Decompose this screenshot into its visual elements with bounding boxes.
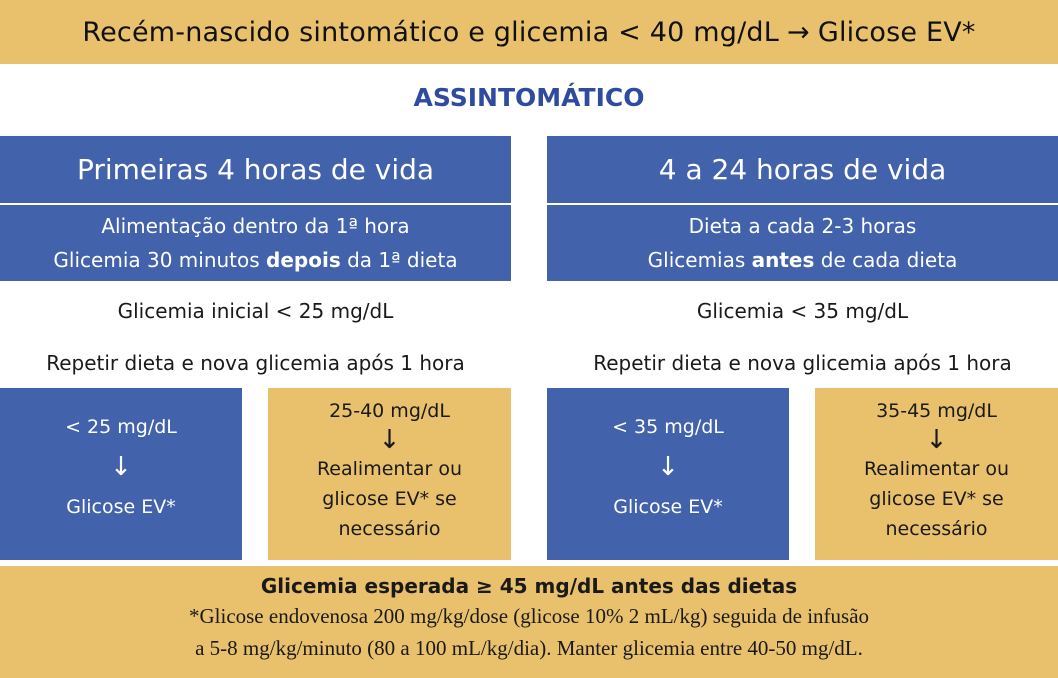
footnote-line2: a 5-8 mg/kg/minuto (80 a 100 mL/kg/dia).… xyxy=(195,636,863,660)
down-arrow-icon: ↓ xyxy=(657,452,679,482)
left-instruction-line1: Alimentação dentro da 1ª hora xyxy=(101,214,410,238)
symptomatic-banner: Recém-nascido sintomático e glicemia < 4… xyxy=(0,0,1058,64)
left-repeat: Repetir dieta e nova glicemia após 1 hor… xyxy=(46,351,465,375)
section-title: ASSINTOMÁTICO xyxy=(413,83,645,112)
right-column-header: 4 a 24 horas de vida xyxy=(547,136,1058,203)
right-low-threshold: < 35 mg/dL xyxy=(612,416,724,438)
left-column-header: Primeiras 4 horas de vida xyxy=(0,136,511,203)
left-mid-action-line2: glicose EV* se xyxy=(322,488,457,510)
expected-glycemia: Glicemia esperada ≥ 45 mg/dL antes das d… xyxy=(260,574,798,598)
right-low-action: Glicose EV* xyxy=(613,496,723,518)
right-repeat: Repetir dieta e nova glicemia após 1 hor… xyxy=(593,351,1012,375)
left-condition: Glicemia inicial < 25 mg/dL xyxy=(117,299,394,323)
right-instruction-line1: Dieta a cada 2-3 horas xyxy=(688,214,917,238)
footer-banner: Glicemia esperada ≥ 45 mg/dL antes das d… xyxy=(0,566,1058,678)
greater-equal-symbol: ≥ xyxy=(476,574,493,598)
left-mid-box: 25-40 mg/dL ↓ Realimentar ou glicose EV*… xyxy=(268,388,511,560)
symptomatic-condition: Recém-nascido sintomático e glicemia < 4… xyxy=(82,16,779,48)
left-low-threshold: < 25 mg/dL xyxy=(65,416,177,438)
right-mid-action-line2: glicose EV* se xyxy=(869,488,1004,510)
left-column-instructions: Alimentação dentro da 1ª hora Glicemia 3… xyxy=(0,203,511,281)
right-arrow-icon: → xyxy=(787,16,810,48)
right-low-box: < 35 mg/dL ↓ Glicose EV* xyxy=(547,388,789,560)
right-mid-threshold: 35-45 mg/dL xyxy=(876,400,997,422)
left-mid-threshold: 25-40 mg/dL xyxy=(329,400,450,422)
left-mid-action-line1: Realimentar ou xyxy=(316,458,463,480)
down-arrow-icon: ↓ xyxy=(378,425,401,455)
left-instruction-line2: Glicemia 30 minutos depois da 1ª dieta xyxy=(53,248,458,272)
down-arrow-icon: ↓ xyxy=(110,452,132,482)
symptomatic-result: Glicose EV* xyxy=(817,16,976,48)
right-mid-action-line3: necessário xyxy=(885,518,988,540)
right-column-instructions: Dieta a cada 2-3 horas Glicemias antes d… xyxy=(547,203,1058,281)
left-low-action: Glicose EV* xyxy=(66,496,176,518)
down-arrow-icon: ↓ xyxy=(925,425,948,455)
left-low-box: < 25 mg/dL ↓ Glicose EV* xyxy=(0,388,242,560)
right-instruction-line2: Glicemias antes de cada dieta xyxy=(647,248,958,272)
right-condition: Glicemia < 35 mg/dL xyxy=(696,299,909,323)
left-mid-action-line3: necessário xyxy=(338,518,441,540)
footnote-line1: *Glicose endovenosa 200 mg/kg/dose (glic… xyxy=(188,604,870,628)
right-mid-box: 35-45 mg/dL ↓ Realimentar ou glicose EV*… xyxy=(815,388,1058,560)
right-mid-action-line1: Realimentar ou xyxy=(863,458,1010,480)
